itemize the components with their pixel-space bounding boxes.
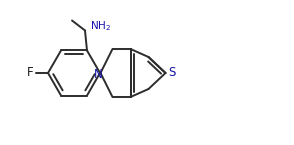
- Text: S: S: [168, 67, 176, 79]
- Text: NH$_2$: NH$_2$: [90, 20, 111, 33]
- Text: F: F: [27, 67, 34, 79]
- Text: N: N: [93, 68, 102, 81]
